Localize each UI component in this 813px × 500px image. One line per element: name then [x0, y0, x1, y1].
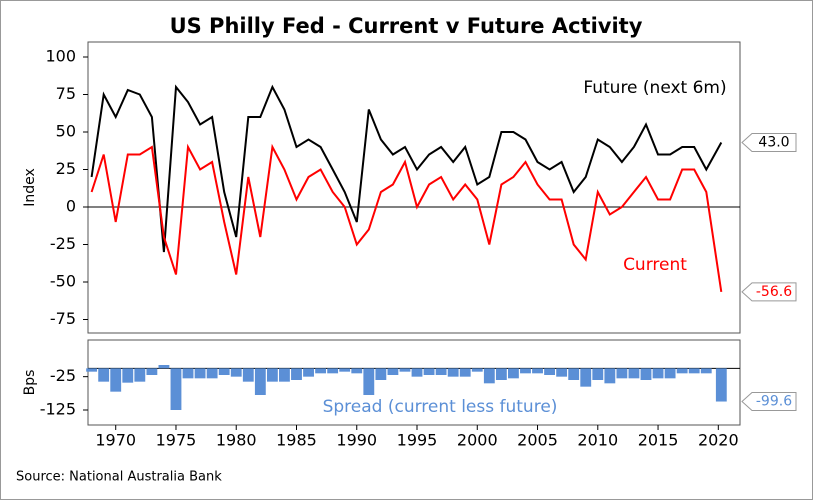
end-callout [741, 133, 797, 152]
end-label: 43.0 [758, 135, 789, 151]
bar [664, 368, 676, 379]
bar [242, 368, 254, 382]
y-tick-label: -125 [40, 400, 76, 419]
y-tick-label: 100 [45, 47, 76, 66]
bar [122, 368, 134, 383]
bar [471, 368, 483, 372]
bar [194, 368, 206, 379]
y-tick-label: 0 [66, 197, 76, 216]
bar [375, 368, 387, 380]
y-tick-label: -50 [50, 272, 76, 291]
bar [315, 368, 327, 374]
series-label: Current [623, 255, 687, 275]
end-callout [741, 282, 797, 302]
bar [447, 368, 459, 377]
bar [254, 368, 266, 395]
x-tick-label: 2010 [577, 431, 618, 450]
y-tick-label: 25 [56, 159, 76, 178]
bar [459, 368, 471, 377]
end-label: -56.6 [756, 284, 792, 300]
bar [423, 368, 435, 375]
bar [715, 368, 727, 402]
bar [688, 368, 700, 374]
bar [206, 368, 218, 379]
y-tick-label: 75 [56, 84, 76, 103]
bar [339, 368, 351, 372]
bar [495, 368, 507, 380]
bar [279, 368, 290, 382]
x-tick-label: 2000 [457, 431, 498, 450]
x-tick-label: 2020 [698, 431, 739, 450]
bar [652, 368, 664, 379]
bar [110, 368, 122, 392]
bar [483, 368, 495, 384]
chart-title: US Philly Fed - Current v Future Activit… [170, 14, 643, 38]
bar [182, 368, 194, 379]
bar [158, 365, 170, 369]
bar [616, 368, 628, 379]
end-label: -99.6 [756, 394, 792, 410]
bar [532, 368, 543, 374]
bar [230, 368, 242, 377]
x-tick-label: 2005 [517, 431, 558, 450]
bar [556, 368, 568, 377]
bar [435, 368, 447, 375]
x-tick-label: 1995 [397, 431, 438, 450]
bar [134, 368, 146, 382]
bar [508, 368, 519, 379]
source: Source: National Australia Bank [16, 470, 222, 485]
bar [266, 368, 278, 382]
bar [640, 368, 652, 380]
plot-frame [87, 41, 741, 334]
bar [520, 368, 531, 374]
x-tick-label: 1975 [156, 431, 197, 450]
y-axis-label: Index [22, 168, 38, 207]
bar [676, 368, 688, 374]
x-tick-label: 1980 [216, 431, 257, 450]
bar [628, 368, 640, 379]
y-tick-label: 50 [56, 122, 76, 141]
bar [351, 368, 363, 374]
bar [399, 368, 411, 372]
bar [218, 368, 230, 375]
bar [327, 368, 339, 374]
bar [303, 368, 314, 377]
line-series [90, 143, 723, 293]
bar [86, 368, 98, 372]
bar [580, 368, 592, 387]
y-tick-label: -75 [50, 309, 76, 328]
bar [592, 368, 604, 380]
x-tick-label: 1985 [276, 431, 317, 450]
bar [146, 368, 158, 375]
bar [604, 368, 616, 384]
x-tick-label: 2015 [638, 431, 679, 450]
bar [170, 368, 182, 410]
bar [387, 368, 399, 375]
series-label: Spread (current less future) [323, 397, 558, 417]
bar [700, 368, 712, 374]
end-callout [741, 392, 797, 412]
bar [291, 368, 302, 380]
y-tick-label: -25 [50, 366, 76, 385]
x-tick-label: 1990 [336, 431, 377, 450]
bar [544, 368, 556, 375]
bar [363, 368, 375, 395]
line-series [90, 84, 723, 253]
bar [411, 368, 423, 377]
y-axis-label: Bps [22, 370, 38, 396]
y-tick-label: -25 [50, 234, 76, 253]
bar [98, 368, 110, 382]
x-tick-label: 1970 [95, 431, 136, 450]
bar [568, 368, 580, 380]
plot-frame [87, 339, 741, 426]
series-label: Future (next 6m) [583, 78, 726, 98]
